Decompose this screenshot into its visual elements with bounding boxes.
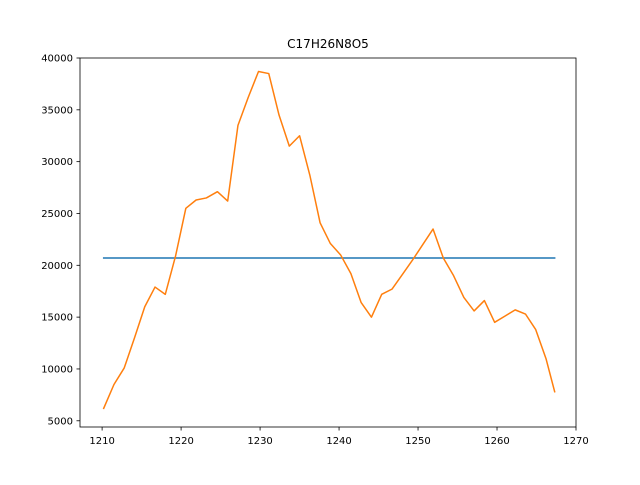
y-tick-label: 5000: [48, 416, 73, 427]
x-tick-label: 1250: [405, 436, 430, 447]
axes: 1210 1220 1230 1240 1250 1260 1270 5000 10000 150…: [41, 54, 589, 448]
x-tick-label: 1230: [247, 436, 272, 447]
axes-frame: [79, 57, 577, 428]
chart-title: C17H26N8O5: [287, 37, 369, 51]
x-tick-label: 1210: [89, 436, 114, 447]
x-tick-label: 1270: [563, 436, 588, 447]
y-tick-label: 30000: [41, 157, 73, 168]
x-tick-label: 1220: [168, 436, 193, 447]
y-tick-label: 25000: [41, 209, 73, 220]
series-line-2: [102, 70, 556, 410]
x-tick-label: 1260: [484, 436, 509, 447]
y-tick-label: 15000: [41, 313, 73, 324]
y-tick-label: 10000: [41, 364, 73, 375]
y-tick-label: 20000: [41, 261, 73, 272]
y-tick-label: 40000: [41, 54, 73, 65]
plot-area: [102, 70, 556, 410]
y-tick-label: 35000: [41, 105, 73, 116]
x-tick-label: 1240: [326, 436, 351, 447]
